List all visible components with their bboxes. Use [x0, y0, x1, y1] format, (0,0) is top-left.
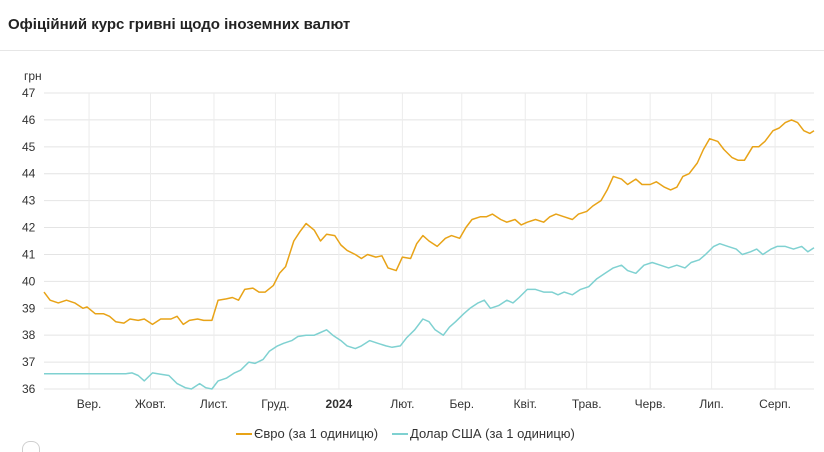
y-tick-label: 38	[22, 328, 36, 342]
x-axis-ticks: Вер. Жовт. Лист. Груд. 2024 Лют. Бер. Квіт. Трав…	[77, 397, 791, 411]
chart-grid	[44, 92, 814, 390]
y-tick-label: 41	[22, 247, 36, 261]
x-tick-label: Жовт.	[135, 397, 166, 411]
x-tick-label: 2024	[326, 397, 353, 411]
y-tick-label: 39	[22, 301, 36, 315]
y-axis-ticks: 36 37 38 39 40 41 42 43 44 45 46 47	[22, 86, 36, 396]
x-tick-label: Трав.	[572, 397, 602, 411]
chart-legend[interactable]: Євро (за 1 одиницю) Долар США (за 1 одини…	[236, 426, 575, 441]
legend-label: Долар США (за 1 одиницю)	[410, 426, 575, 441]
y-tick-label: 46	[22, 113, 36, 127]
x-tick-label: Серп.	[759, 397, 791, 411]
x-tick-label: Лют.	[390, 397, 414, 411]
usd-series-line	[44, 242, 815, 390]
y-tick-label: 37	[22, 355, 36, 369]
x-tick-label: Лип.	[699, 397, 723, 411]
chart-title: Офіційний курс гривні щодо іноземних вал…	[8, 16, 351, 33]
y-tick-label: 43	[22, 194, 36, 208]
euro-series-line	[43, 119, 815, 326]
legend-label: Євро (за 1 одиницю)	[254, 426, 378, 441]
scroll-hint-icon	[22, 441, 40, 452]
y-tick-label: 47	[22, 86, 36, 100]
x-tick-label: Груд.	[261, 397, 289, 411]
x-tick-label: Вер.	[77, 397, 102, 411]
y-tick-label: 42	[22, 221, 36, 235]
chart-series	[43, 119, 815, 390]
y-tick-label: 40	[22, 274, 36, 288]
y-axis-unit-label: грн	[24, 69, 42, 83]
legend-item-usd[interactable]: Долар США (за 1 одиницю)	[392, 426, 575, 441]
x-tick-label: Квіт.	[513, 397, 537, 411]
x-tick-label: Черв.	[635, 397, 666, 411]
x-tick-label: Бер.	[449, 397, 474, 411]
legend-item-euro[interactable]: Євро (за 1 одиницю)	[236, 426, 378, 441]
y-tick-label: 44	[22, 167, 36, 181]
y-tick-label: 36	[22, 382, 36, 396]
y-tick-label: 45	[22, 140, 36, 154]
title-divider	[0, 50, 824, 51]
x-tick-label: Лист.	[200, 397, 228, 411]
